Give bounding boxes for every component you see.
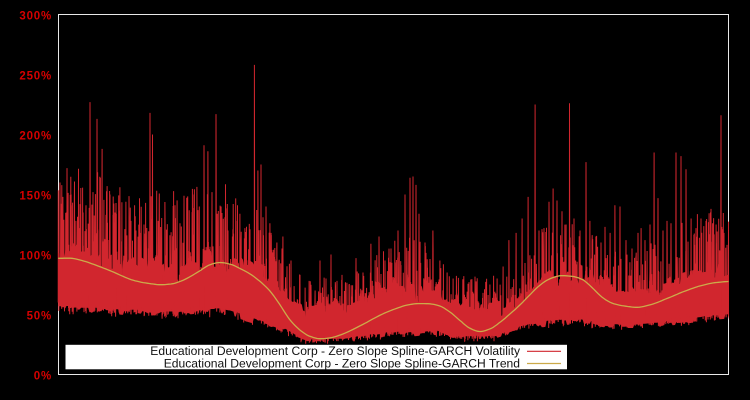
- svg-text:250%: 250%: [19, 71, 52, 83]
- svg-text:Educational Development Corp -: Educational Development Corp - Zero Slop…: [164, 356, 520, 370]
- svg-text:150%: 150%: [19, 191, 52, 203]
- svg-text:Educational Development Corp -: Educational Development Corp - Zero Slop…: [150, 344, 521, 358]
- svg-text:100%: 100%: [19, 251, 52, 263]
- svg-text:200%: 200%: [19, 131, 52, 143]
- svg-text:50%: 50%: [27, 311, 52, 323]
- svg-text:0%: 0%: [34, 371, 52, 383]
- svg-text:300%: 300%: [19, 11, 52, 23]
